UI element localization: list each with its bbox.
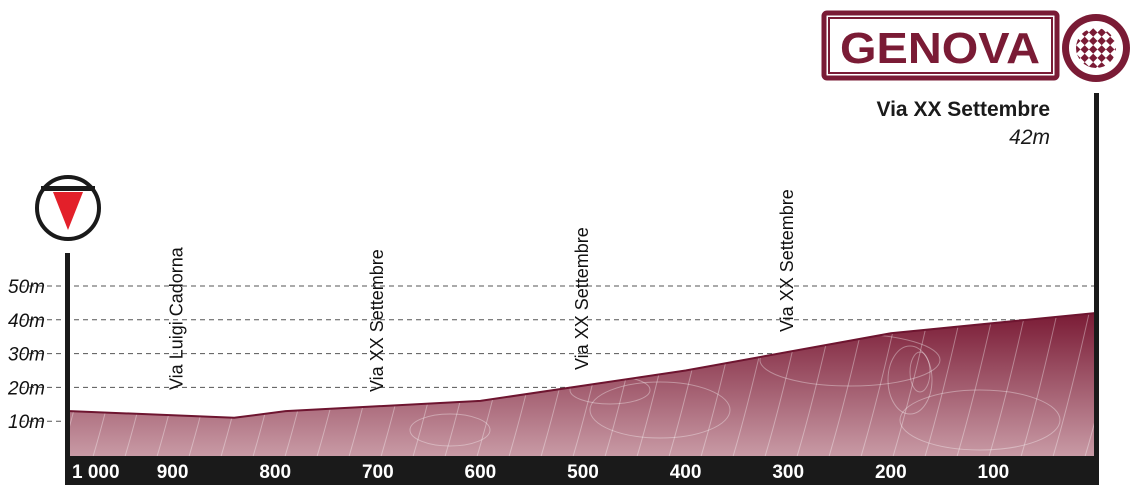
x-tick-label: 1 000: [72, 462, 120, 483]
contour-ring: [899, 389, 1061, 451]
x-tick-label: 700: [362, 462, 394, 483]
contour-line: [987, 313, 1029, 456]
x-tick-label: 900: [157, 462, 189, 483]
x-tick-label: 500: [567, 462, 599, 483]
contour-ring: [589, 381, 731, 439]
x-axis-bar: [65, 456, 1099, 485]
y-tick-label: 50m: [8, 277, 45, 298]
contour-line: [1019, 313, 1061, 456]
elevation-profile-line: [69, 312, 1097, 419]
y-axis-labels: 10m 20m 30m 40m 50m: [7, 277, 45, 433]
x-tick-label: 400: [670, 462, 702, 483]
contour-line: [1083, 313, 1096, 456]
finish-city-name: GENOVA: [840, 24, 1040, 73]
y-tick-label: 40m: [8, 311, 45, 332]
x-tick-label: 200: [875, 462, 907, 483]
street-annotations: Via Luigi Cadorna Via XX Settembre Via XX …: [167, 189, 797, 392]
finish-altitude: 42m: [1009, 126, 1050, 149]
elevation-profile-area: [70, 313, 1096, 456]
y-tick-label: 30m: [8, 345, 45, 366]
x-tick-label: 100: [978, 462, 1010, 483]
x-tick-label: 600: [465, 462, 497, 483]
start-triangle-icon: [35, 175, 101, 241]
checkered-flag-icon: [1062, 14, 1130, 82]
finish-pole: [1094, 93, 1099, 458]
finish-street: Via XX Settembre: [876, 98, 1050, 121]
contour-ring: [909, 351, 931, 393]
y-tick-label: 10m: [8, 412, 45, 433]
contour-ring: [887, 345, 933, 415]
contour-line: [1051, 313, 1093, 456]
street-label: Via XX Settembre: [572, 227, 592, 370]
x-axis-labels: 1 000 900 800 700 600 500 400 300 200 100: [72, 462, 1009, 483]
finish-sign: GENOVA: [821, 10, 1130, 82]
contour-line: [1116, 300, 1130, 460]
x-tick-label: 300: [772, 462, 804, 483]
street-label: Via XX Settembre: [367, 249, 387, 392]
street-label: Via Luigi Cadorna: [167, 246, 187, 390]
left-axis-bar: [65, 253, 70, 458]
y-tick-label: 20m: [7, 378, 45, 399]
contour-ring: [409, 413, 491, 447]
street-label: Via XX Settembre: [777, 189, 797, 332]
x-tick-label: 800: [259, 462, 291, 483]
